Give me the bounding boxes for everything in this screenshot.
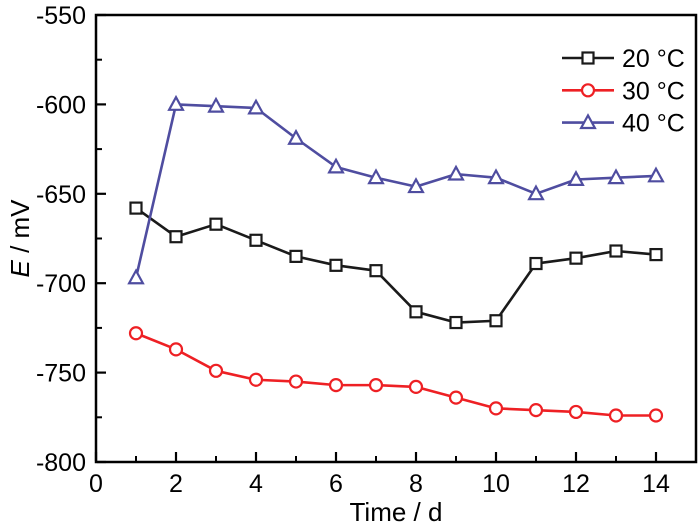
data-point-30c (208, 363, 224, 378)
data-point-40c (247, 98, 265, 115)
data-point-30c (648, 408, 664, 423)
data-point-20c (249, 233, 263, 247)
x-tick-label: 12 (562, 470, 590, 498)
data-point-20c (329, 258, 343, 272)
data-point-20c (609, 244, 623, 258)
x-tick-label: 2 (169, 470, 183, 498)
data-point-20c (289, 249, 303, 263)
data-point-20c (369, 264, 383, 278)
data-point-40c (647, 166, 665, 183)
data-point-30c (328, 378, 344, 393)
legend-marker-30c (580, 83, 596, 98)
legend: 20 °C 30 °C 40 °C (562, 45, 685, 138)
y-tick-label: -650 (36, 181, 86, 209)
data-point-20c (129, 201, 143, 215)
data-point-40c (207, 96, 225, 113)
x-axis-title: Time / d (350, 497, 443, 527)
data-point-20c (409, 305, 423, 319)
data-point-20c (569, 251, 583, 265)
data-point-30c (168, 342, 184, 357)
data-point-40c (327, 157, 345, 174)
data-point-40c (607, 168, 625, 185)
data-point-40c (167, 94, 185, 111)
series-line-40c (134, 103, 658, 280)
plot-frame (94, 13, 698, 464)
x-tick-label: 6 (329, 470, 343, 498)
data-point-30c (528, 403, 544, 418)
legend-item-30c: 30 °C (562, 77, 685, 105)
legend-label-20c: 20 °C (622, 45, 685, 73)
y-tick-label: -800 (36, 449, 86, 477)
data-point-30c (448, 390, 464, 405)
data-point-40c (127, 268, 145, 285)
data-point-30c (408, 379, 424, 395)
legend-item-20c: 20 °C (562, 45, 685, 73)
data-point-30c (608, 408, 624, 423)
data-point-40c (567, 170, 585, 186)
data-point-40c (287, 128, 305, 145)
y-tick-label: -550 (36, 2, 86, 30)
y-tick-label: -750 (36, 360, 86, 388)
legend-item-40c: 40 °C (562, 110, 685, 138)
legend-marker-40c (579, 113, 597, 130)
x-tick-label: 0 (89, 470, 103, 498)
legend-label-30c: 30 °C (622, 77, 685, 105)
legend-marker-20c (581, 51, 595, 65)
y-axis-title: E / mV (5, 199, 35, 278)
data-point-30c (248, 372, 264, 387)
data-point-20c (209, 217, 223, 231)
legend-label-40c: 40 °C (622, 110, 685, 138)
x-tick-label: 4 (249, 470, 263, 498)
plot-area: 0 2 4 6 8 10 12 14 -550 -600 -650 -700 -750 -800 (36, 2, 698, 498)
data-point-20c (449, 315, 463, 330)
x-tick-label: 8 (409, 470, 423, 498)
data-point-40c (527, 184, 545, 201)
series-line-20c (134, 206, 658, 324)
data-point-40c (407, 177, 425, 194)
y-tick-label: -700 (36, 270, 86, 298)
data-point-30c (288, 374, 304, 389)
y-tick-label: -600 (36, 91, 86, 119)
x-tick-label: 10 (482, 470, 510, 498)
data-point-40c (487, 168, 505, 185)
data-point-20c (529, 256, 543, 271)
x-tick-label: 14 (642, 470, 670, 498)
data-point-30c (488, 401, 504, 416)
y-axis-title-unit: / mV (5, 199, 35, 260)
data-point-20c (649, 247, 663, 262)
data-point-40c (447, 164, 465, 181)
data-point-30c (368, 378, 384, 393)
data-point-40c (367, 168, 385, 185)
data-point-30c (568, 404, 584, 420)
data-point-30c (128, 326, 144, 341)
data-point-20c (169, 230, 183, 244)
y-axis-title-symbol: E (5, 260, 35, 278)
data-point-20c (489, 314, 503, 328)
